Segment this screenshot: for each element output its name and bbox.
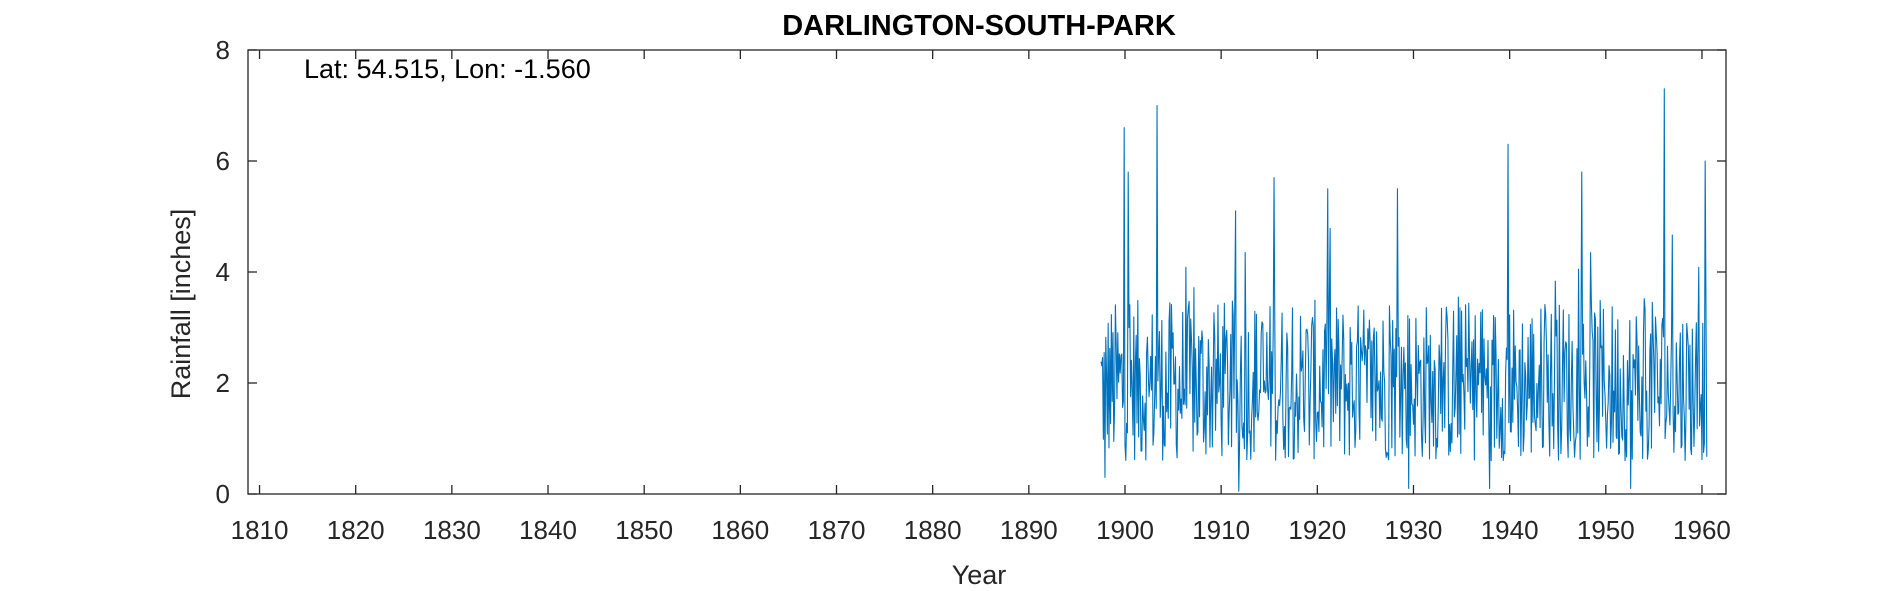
x-tick-label: 1950 <box>1577 515 1635 545</box>
x-tick-label: 1920 <box>1288 515 1346 545</box>
series-layer <box>1100 88 1708 492</box>
x-tick-label: 1840 <box>519 515 577 545</box>
y-axis-label: Rainfall [inches] <box>166 209 196 400</box>
chart-title: DARLINGTON-SOUTH-PARK <box>782 10 1176 42</box>
x-tick-label: 1910 <box>1192 515 1250 545</box>
x-tick-label: 1870 <box>808 515 866 545</box>
plot-frame <box>247 49 1727 495</box>
y-tick-label: 4 <box>216 257 230 287</box>
x-tick-label: 1890 <box>1000 515 1058 545</box>
x-tick-label: 1880 <box>904 515 962 545</box>
x-tick-label: 1940 <box>1481 515 1539 545</box>
axes-box <box>247 49 1727 495</box>
x-tick-label: 1810 <box>231 515 289 545</box>
x-tick-label: 1820 <box>327 515 385 545</box>
location-annotation: Lat: 54.515, Lon: -1.560 <box>304 54 591 84</box>
y-tick-label: 6 <box>216 146 230 176</box>
y-tick-label: 0 <box>216 479 230 509</box>
rainfall-series-line <box>1100 88 1708 492</box>
x-tick-label: 1830 <box>423 515 481 545</box>
x-tick-label: 1930 <box>1385 515 1443 545</box>
y-tick-label: 8 <box>216 35 230 65</box>
x-tick-label: 1860 <box>711 515 769 545</box>
x-tick-label: 1900 <box>1096 515 1154 545</box>
x-axis-label: Year <box>952 560 1007 590</box>
y-tick-label: 2 <box>216 368 230 398</box>
axis-ticks: 1810 1820 1830 1840 1850 1860 1870 1880 1890 1900… <box>216 35 1731 545</box>
x-tick-label: 1850 <box>615 515 673 545</box>
x-tick-label: 1960 <box>1673 515 1731 545</box>
